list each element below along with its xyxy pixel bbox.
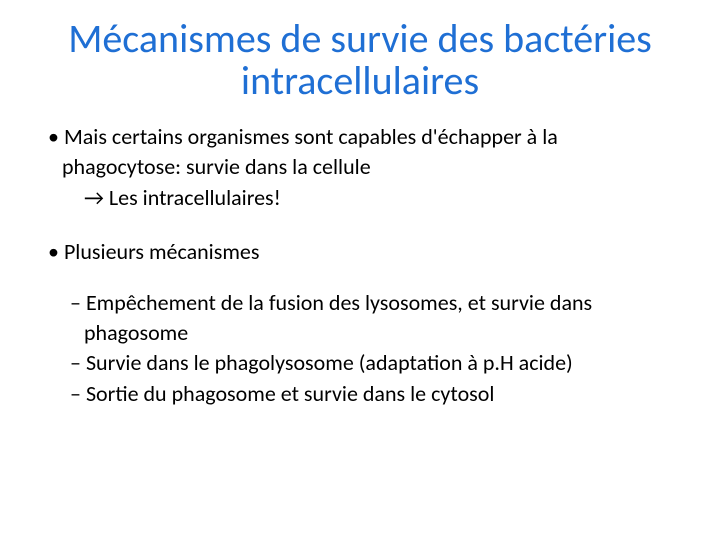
bullet-1-arrow: → Les intracellulaires! (40, 185, 680, 211)
bullet-1-cont: phagocytose: survie dans la cellule (40, 154, 680, 180)
mechanism-3: Sortie du phagosome et survie dans le cy… (40, 381, 680, 407)
title-line-2: intracellulaires (241, 56, 479, 105)
mechanism-1: Empêchement de la fusion des lysosomes, … (40, 290, 680, 316)
spacer (40, 215, 680, 239)
mechanism-1-cont: phagosome (40, 320, 680, 346)
slide-title: Mécanismes de survie des bactéries intra… (40, 18, 680, 102)
mechanism-2: Survie dans le phagolysosome (adaptation… (40, 350, 680, 376)
slide: Mécanismes de survie des bactéries intra… (0, 0, 720, 540)
spacer (40, 270, 680, 290)
bullet-1: Mais certains organismes sont capables d… (40, 124, 680, 150)
bullet-2: Plusieurs mécanismes (40, 239, 680, 265)
slide-body: Mais certains organismes sont capables d… (40, 124, 680, 407)
